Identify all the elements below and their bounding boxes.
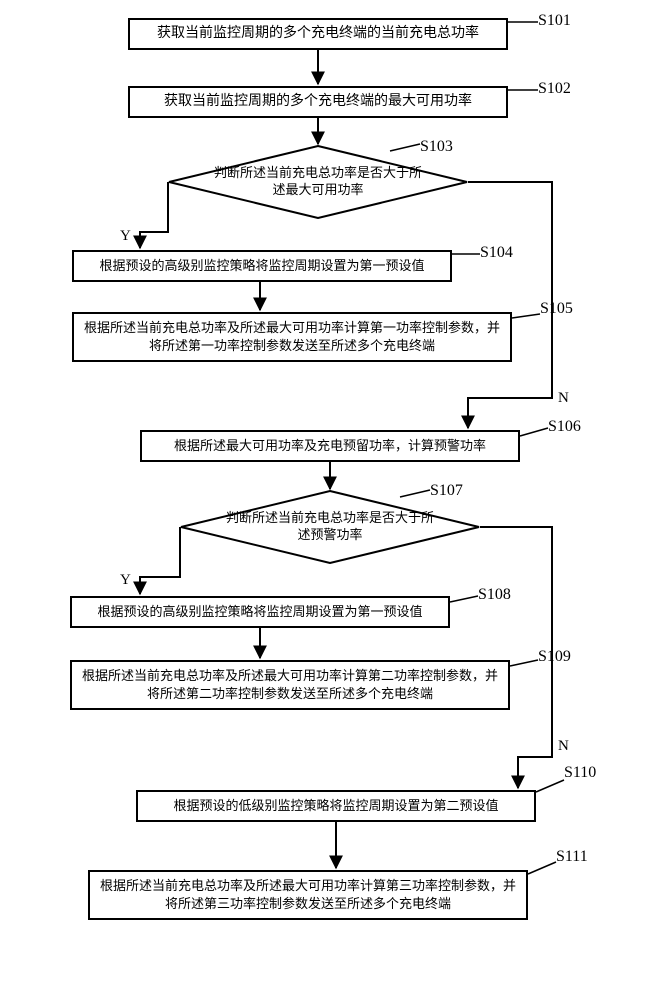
leader-s101 (508, 18, 538, 26)
edge-n1: N (558, 390, 569, 407)
step-s109: 根据所述当前充电总功率及所述最大可用功率计算第二功率控制参数，并将所述第二功率控… (70, 660, 510, 710)
label-s108: S108 (478, 586, 511, 604)
leader-s102 (508, 86, 538, 94)
edge-y2: Y (120, 572, 131, 589)
arrow-s110-s111 (332, 822, 340, 870)
arrow-s107-y (140, 527, 184, 597)
decision-s107: 判断所述当前充电总功率是否大于所述预警功率 (180, 490, 480, 564)
leader-s109 (510, 662, 538, 670)
edge-y1: Y (120, 228, 131, 245)
label-s107: S107 (430, 482, 463, 500)
label-s111: S111 (556, 848, 588, 866)
step-s104: 根据预设的高级别监控策略将监控周期设置为第一预设值 (72, 250, 452, 282)
leader-s104 (452, 250, 480, 258)
label-s104: S104 (480, 244, 513, 262)
leader-s108 (450, 598, 478, 606)
decision-s103-text: 判断所述当前充电总功率是否大于所述最大可用功率 (168, 145, 468, 219)
leader-s105 (512, 314, 540, 322)
arrow-s101-s102 (314, 50, 322, 86)
label-s109: S109 (538, 648, 571, 666)
arrow-s102-s103 (314, 118, 322, 146)
decision-s107-text: 判断所述当前充电总功率是否大于所述预警功率 (180, 490, 480, 564)
label-s102: S102 (538, 80, 571, 98)
step-s106: 根据所述最大可用功率及充电预留功率，计算预警功率 (140, 430, 520, 462)
decision-s103: 判断所述当前充电总功率是否大于所述最大可用功率 (168, 145, 468, 219)
step-s110: 根据预设的低级别监控策略将监控周期设置为第二预设值 (136, 790, 536, 822)
leader-s110 (536, 780, 566, 794)
label-s101: S101 (538, 12, 571, 30)
arrow-s104-s105 (256, 282, 264, 312)
edge-n2: N (558, 738, 569, 755)
step-s101: 获取当前监控周期的多个充电终端的当前充电总功率 (128, 18, 508, 50)
leader-s106 (520, 432, 548, 440)
arrow-s106-s107 (326, 462, 334, 492)
leader-s111 (528, 862, 558, 876)
step-s108: 根据预设的高级别监控策略将监控周期设置为第一预设值 (70, 596, 450, 628)
label-s103: S103 (420, 138, 453, 156)
label-s110: S110 (564, 764, 596, 782)
label-s106: S106 (548, 418, 581, 436)
step-s102: 获取当前监控周期的多个充电终端的最大可用功率 (128, 86, 508, 118)
step-s105: 根据所述当前充电总功率及所述最大可用功率计算第一功率控制参数，并将所述第一功率控… (72, 312, 512, 362)
arrow-s108-s109 (256, 628, 264, 660)
label-s105: S105 (540, 300, 573, 318)
step-s111: 根据所述当前充电总功率及所述最大可用功率计算第三功率控制参数，并将所述第三功率控… (88, 870, 528, 920)
